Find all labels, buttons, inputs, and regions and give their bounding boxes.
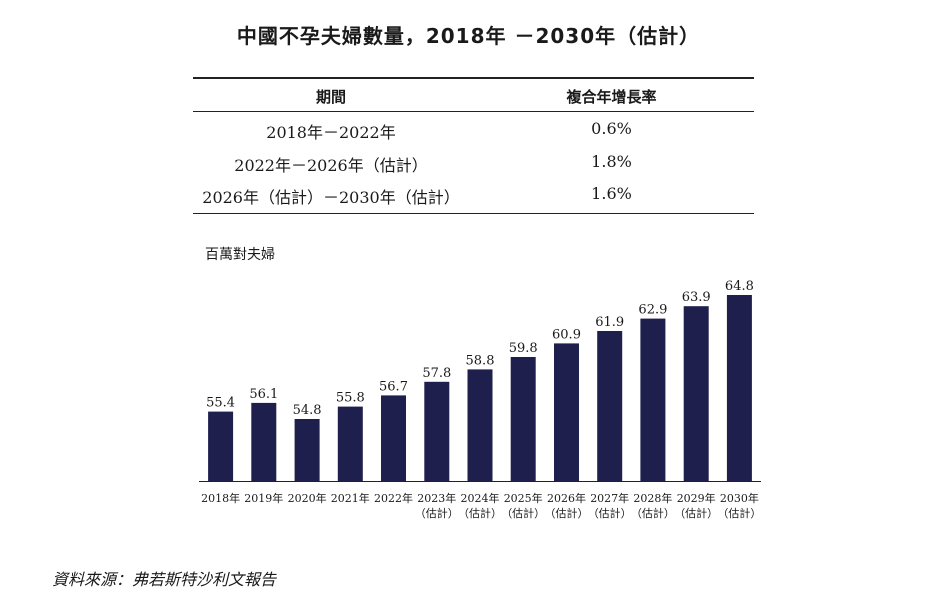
x-tick-label: 2029年	[677, 491, 716, 505]
table-cell-period: 2022年－2026年（估計）	[234, 156, 428, 175]
bar-value-label: 55.8	[336, 391, 365, 406]
y-axis-unit-label: 百萬對夫婦	[205, 247, 275, 263]
bar	[597, 331, 623, 481]
bar	[424, 381, 450, 481]
table-header-period: 期間	[315, 88, 346, 106]
x-tick-label: 2018年	[201, 491, 240, 505]
bar-value-label: 56.1	[249, 387, 278, 402]
bar-value-label: 56.7	[379, 379, 408, 394]
table-top-rule	[193, 77, 754, 79]
x-tick-label: （估計）	[458, 506, 502, 520]
bar	[554, 343, 579, 481]
x-tick-label: （估計）	[501, 506, 545, 520]
x-tick-label: （估計）	[415, 506, 459, 520]
x-tick-label: （估計）	[588, 506, 632, 520]
bar-value-label: 64.8	[725, 279, 754, 294]
x-tick-label: （估計）	[717, 506, 761, 520]
table-header-rate: 複合年增長率	[566, 88, 657, 106]
x-tick-label: （估計）	[631, 506, 675, 520]
table-row: 2018年－2022年 0.6%	[193, 113, 754, 145]
bar	[208, 411, 234, 481]
source-note: 資料來源：弗若斯特沙利文報告	[52, 570, 277, 589]
bar	[294, 419, 320, 481]
bar	[467, 369, 493, 481]
bar-value-label: 62.9	[638, 303, 667, 318]
table-row: 2026年（估計）－2030年（估計） 1.6%	[193, 178, 754, 210]
bar	[381, 395, 406, 481]
x-tick-label: 2030年	[720, 491, 759, 505]
bar	[726, 295, 752, 481]
bar-value-label: 55.4	[206, 396, 235, 411]
bar-value-label: 63.9	[682, 290, 711, 305]
bar	[640, 318, 666, 481]
bar-value-label: 58.8	[466, 353, 495, 368]
bar-value-label: 59.8	[509, 341, 538, 356]
table-cell-rate: 0.6%	[591, 119, 632, 138]
table-header-rule	[193, 111, 754, 112]
table-cell-period: 2018年－2022年	[266, 123, 396, 142]
table-cell-rate: 1.8%	[591, 152, 632, 171]
table-cell-period: 2026年（估計）－2030年（估計）	[202, 188, 460, 207]
x-tick-label: 2027年	[590, 491, 629, 505]
x-tick-label: 2019年	[244, 491, 283, 505]
bar	[251, 402, 277, 481]
x-tick-label: （估計）	[674, 506, 718, 520]
bar-value-label: 60.9	[552, 327, 581, 342]
bar	[683, 306, 709, 481]
table-row: 2022年－2026年（估計） 1.8%	[193, 146, 754, 178]
chart-title: 中國不孕夫婦數量，2018年 －2030年（估計）	[236, 24, 701, 48]
table-bottom-rule	[193, 213, 754, 214]
bar-value-label: 57.8	[422, 366, 451, 381]
x-tick-label: 2026年	[547, 491, 586, 505]
x-tick-label: 2028年	[633, 491, 672, 505]
x-tick-label: 2021年	[331, 491, 370, 505]
bar	[337, 406, 363, 481]
bar-value-label: 61.9	[595, 315, 624, 330]
table-cell-rate: 1.6%	[591, 184, 632, 203]
bar-value-label: 54.8	[293, 403, 322, 418]
bar	[510, 357, 536, 481]
x-tick-label: 2023年	[417, 491, 456, 505]
x-tick-label: 2022年	[374, 491, 413, 505]
x-tick-label: 2025年	[504, 491, 543, 505]
x-tick-label: 2020年	[288, 491, 327, 505]
x-tick-label: 2024年	[461, 491, 500, 505]
x-tick-label: （估計）	[545, 506, 589, 520]
